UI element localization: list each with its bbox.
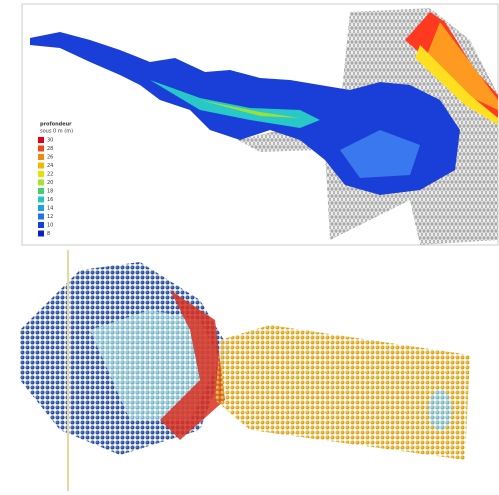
- legend-swatch: [38, 231, 44, 237]
- legend-label: 12: [47, 214, 53, 220]
- legend-label: 16: [47, 197, 53, 203]
- legend-swatch: [38, 137, 44, 143]
- legend-swatch: [38, 205, 44, 211]
- legend-label: 20: [47, 180, 53, 186]
- legend-label: 14: [47, 206, 53, 212]
- legend-label: 28: [47, 146, 53, 152]
- legend-swatch: [38, 214, 44, 220]
- legend-swatch: [38, 222, 44, 228]
- legend-label: 22: [47, 172, 53, 178]
- legend-swatch: [38, 154, 44, 160]
- legend-label: 26: [47, 155, 53, 161]
- legend-subtitle: sous 0 m (m): [40, 129, 73, 135]
- legend-swatch: [38, 163, 44, 169]
- figure: profondeur sous 0 m (m) 30 28 26 24 22 20 18 16…: [0, 0, 499, 491]
- legend-label: 8: [47, 231, 50, 237]
- legend-label: 18: [47, 189, 53, 195]
- legend-title: profondeur: [40, 122, 72, 128]
- legend-swatch: [38, 146, 44, 152]
- estuary-map: profondeur sous 0 m (m): [22, 4, 498, 245]
- legend-label: 30: [47, 138, 53, 144]
- legend-swatch: [38, 188, 44, 194]
- legend-swatch: [38, 180, 44, 186]
- legend-swatch: [38, 197, 44, 203]
- particle-visualization: [0, 250, 499, 491]
- legend-label: 10: [47, 223, 53, 229]
- legend-label: 24: [47, 163, 53, 169]
- page: {"top_panel": {"legend": {"title": "prof…: [0, 0, 499, 491]
- legend-swatch: [38, 171, 44, 177]
